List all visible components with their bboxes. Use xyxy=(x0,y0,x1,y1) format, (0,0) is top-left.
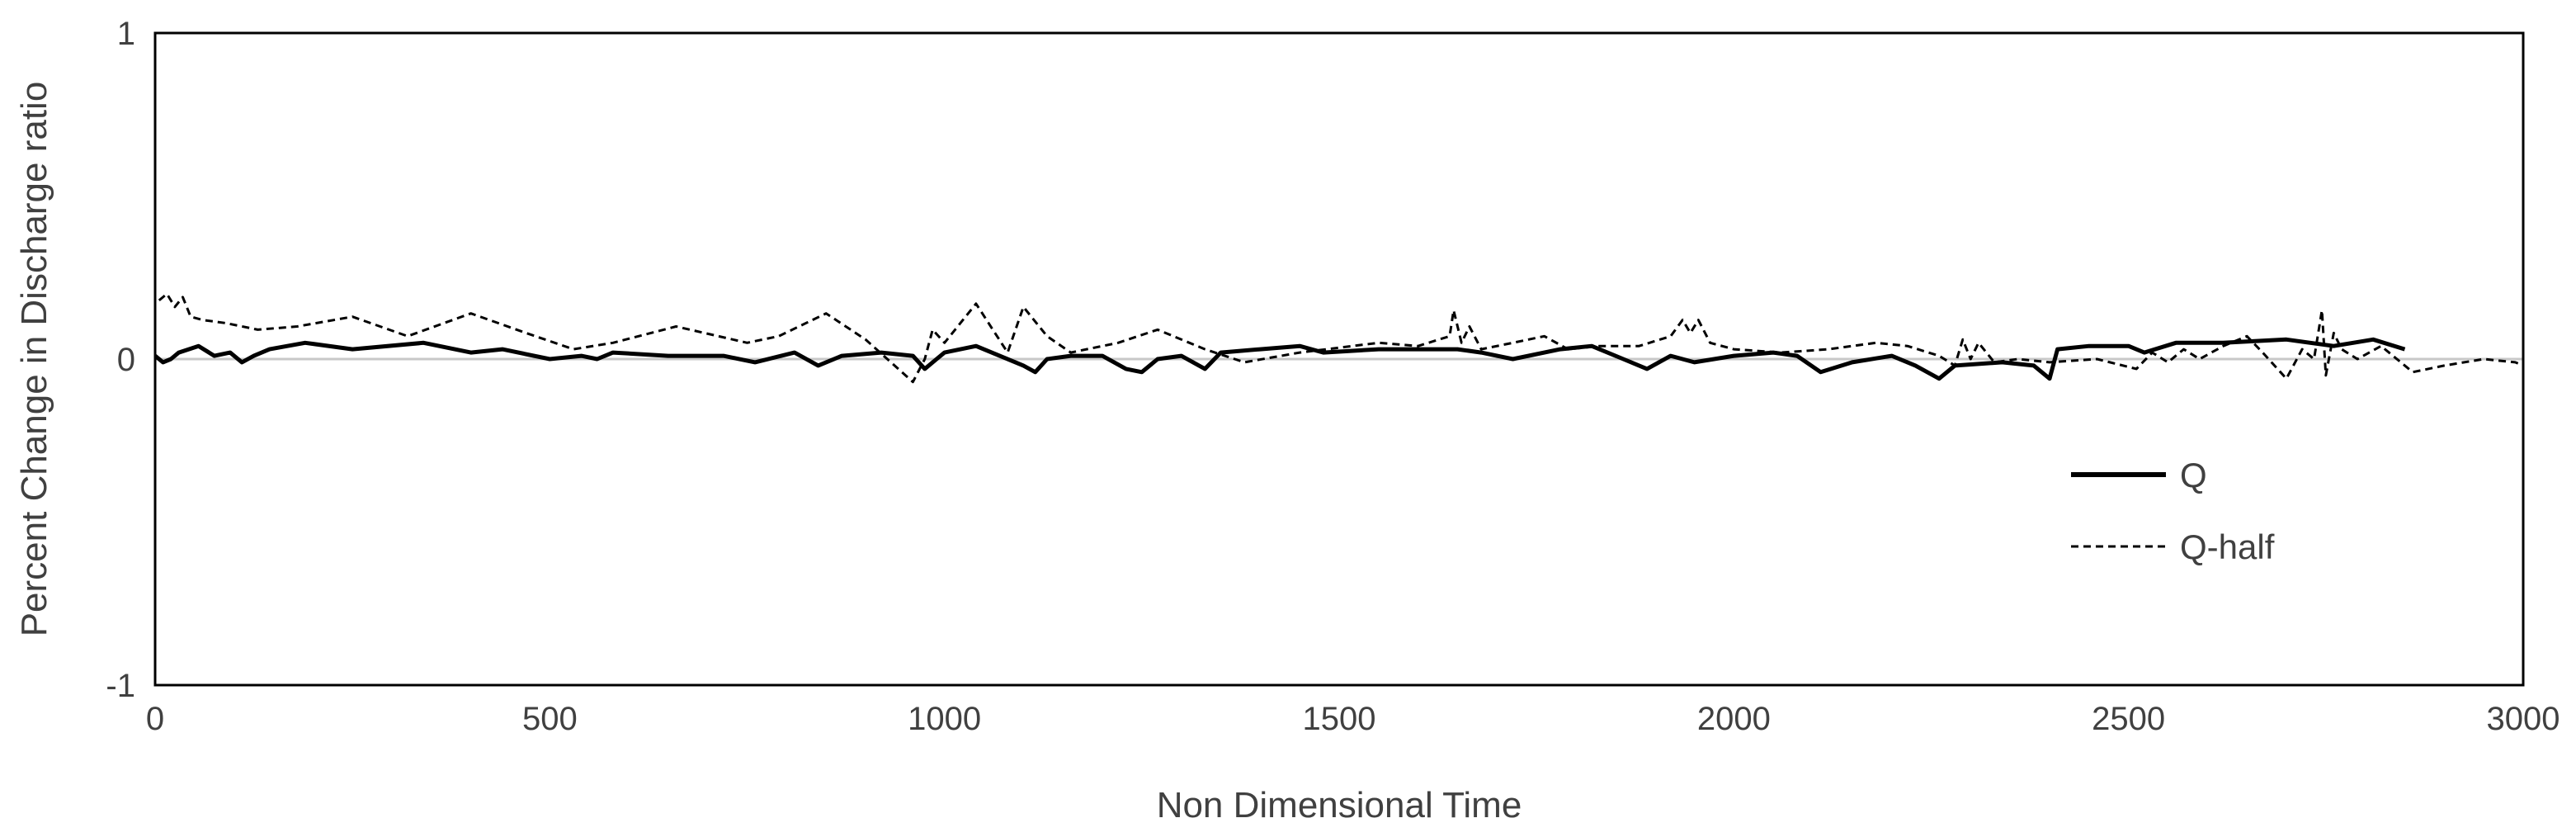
x-axis-title: Non Dimensional Time xyxy=(1157,785,1522,825)
x-tick-label: 0 xyxy=(146,701,164,737)
plot-area-frame xyxy=(153,31,2525,687)
y-tick-label: -1 xyxy=(106,668,135,704)
x-tick-label: 1500 xyxy=(1303,701,1376,737)
x-tick-label: 1000 xyxy=(908,701,981,737)
series-line-q-half xyxy=(158,292,2524,384)
x-axis-ticks: 0 500 1000 1500 2000 2500 3000 xyxy=(146,701,2560,737)
x-tick-label: 3000 xyxy=(2487,701,2560,737)
legend-label-q: Q xyxy=(2180,456,2207,494)
y-tick-label: 0 xyxy=(117,342,135,378)
legend-label-q-half: Q-half xyxy=(2180,527,2275,566)
x-tick-label: 500 xyxy=(522,701,578,737)
x-tick-label: 2500 xyxy=(2092,701,2165,737)
x-tick-label: 2000 xyxy=(1697,701,1771,737)
y-tick-label: 1 xyxy=(117,16,135,52)
legend: Q Q-half xyxy=(2071,456,2275,566)
series-line-q xyxy=(153,337,2406,381)
y-axis-title: Percent Change in Discharge ratio xyxy=(14,82,54,637)
y-axis-ticks: -1 0 1 xyxy=(106,16,135,704)
series-layer xyxy=(153,292,2524,384)
